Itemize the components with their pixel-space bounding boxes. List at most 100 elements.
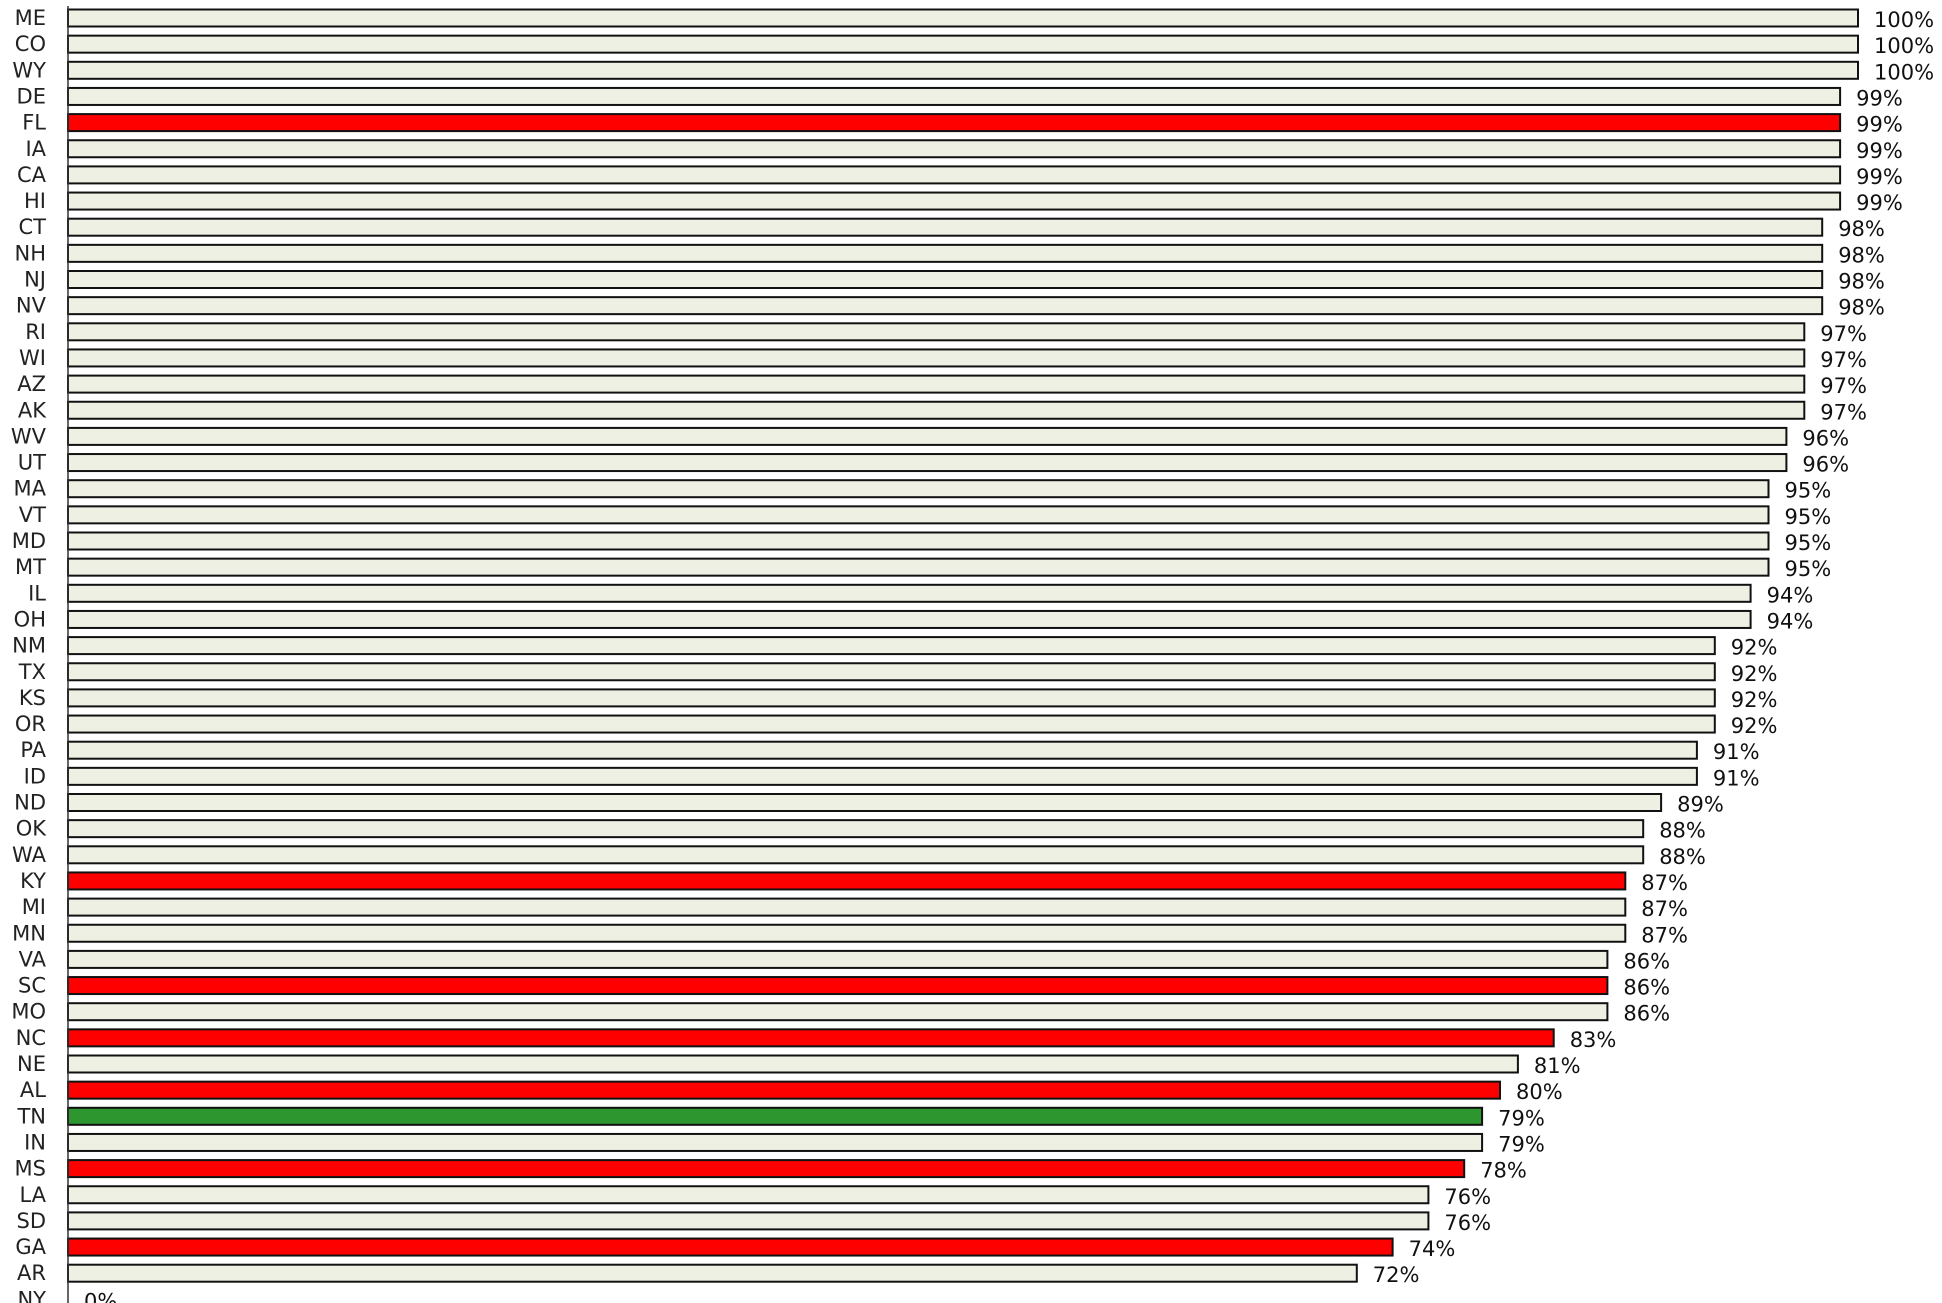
value-label: 86% [1623, 976, 1670, 1000]
bar [67, 1002, 1609, 1022]
category-label: VA [19, 947, 47, 971]
category-label: WA [12, 843, 47, 867]
value-label: 72% [1373, 1263, 1420, 1287]
category-label: NM [12, 634, 46, 658]
category-label: AK [18, 398, 47, 422]
category-label: CA [17, 163, 47, 187]
category-label: OK [16, 817, 48, 841]
bar [67, 871, 1627, 891]
category-label: KS [19, 686, 46, 710]
value-label: 0% [84, 1289, 117, 1303]
bar [67, 34, 1859, 54]
value-label: 86% [1623, 949, 1670, 973]
category-label: NV [16, 294, 47, 318]
bar [67, 923, 1627, 943]
value-label: 91% [1713, 766, 1760, 790]
bar [67, 662, 1716, 682]
category-label: WV [11, 424, 47, 448]
value-label: 74% [1409, 1237, 1456, 1261]
category-label: TN [16, 1104, 46, 1128]
bar [67, 897, 1627, 917]
category-label: MD [12, 529, 46, 553]
category-label: NH [15, 241, 47, 265]
category-label: NE [17, 1052, 46, 1076]
value-label: 79% [1498, 1106, 1545, 1130]
value-label: 92% [1731, 688, 1778, 712]
bar [67, 453, 1788, 473]
category-label: OH [14, 607, 46, 631]
category-label: MA [14, 477, 47, 501]
bar [67, 348, 1806, 368]
bar [67, 819, 1645, 839]
bar [67, 86, 1842, 106]
bar [67, 714, 1716, 734]
category-label: OR [15, 712, 46, 736]
value-label: 89% [1677, 793, 1724, 817]
value-label: 79% [1498, 1132, 1545, 1156]
bar [67, 505, 1770, 525]
bar [67, 270, 1824, 289]
bar [67, 374, 1806, 394]
value-label: 78% [1480, 1159, 1527, 1183]
value-label: 94% [1767, 583, 1814, 607]
category-label: UT [18, 451, 46, 475]
value-label: 95% [1785, 531, 1832, 555]
value-label: 95% [1785, 479, 1832, 503]
category-label: KY [20, 869, 46, 893]
category-label: NJ [24, 268, 46, 292]
value-label: 98% [1838, 217, 1885, 241]
bar [67, 322, 1806, 342]
bar [67, 165, 1842, 185]
bar [67, 60, 1859, 80]
category-label: WI [19, 346, 46, 370]
value-label: 80% [1516, 1080, 1563, 1104]
bar [67, 531, 1770, 551]
category-label: CO [15, 32, 46, 56]
value-label: 76% [1444, 1211, 1491, 1235]
value-label: 87% [1641, 897, 1688, 921]
category-label: MT [15, 555, 46, 579]
category-label: DE [17, 84, 46, 108]
bar [67, 217, 1824, 237]
bar [67, 1211, 1430, 1231]
value-label: 98% [1838, 243, 1885, 267]
value-label: 100% [1874, 8, 1934, 32]
category-label: MN [12, 921, 46, 945]
category-label: AL [20, 1078, 46, 1102]
value-label: 97% [1820, 348, 1867, 372]
category-label: IL [28, 581, 46, 605]
bar [67, 243, 1824, 263]
bar [67, 8, 1859, 28]
value-label: 99% [1856, 191, 1903, 215]
value-label: 87% [1641, 923, 1688, 947]
category-label: MO [11, 1000, 46, 1024]
value-label: 96% [1802, 426, 1849, 450]
bar [67, 609, 1752, 629]
value-label: 95% [1785, 557, 1832, 581]
value-label: 98% [1838, 296, 1885, 320]
bar [67, 688, 1716, 708]
category-label: ND [14, 791, 46, 815]
category-label: AR [17, 1261, 46, 1285]
category-label: ME [15, 6, 46, 30]
value-label: 92% [1731, 636, 1778, 660]
bar [67, 583, 1752, 603]
value-label: 91% [1713, 740, 1760, 764]
value-label: 96% [1802, 453, 1849, 477]
bar [67, 479, 1770, 499]
bar [67, 1054, 1519, 1074]
category-label: MI [22, 895, 46, 919]
category-label: IA [25, 137, 46, 161]
value-label: 95% [1785, 505, 1832, 529]
category-label: GA [15, 1235, 46, 1259]
category-label: MS [15, 1157, 46, 1181]
value-label: 81% [1534, 1054, 1581, 1078]
value-label: 97% [1820, 322, 1867, 346]
category-label: RI [25, 320, 46, 344]
value-label: 99% [1856, 165, 1903, 189]
bar [67, 296, 1824, 316]
category-label: WY [12, 58, 46, 82]
bar [67, 1237, 1394, 1257]
value-label: 76% [1444, 1185, 1491, 1209]
